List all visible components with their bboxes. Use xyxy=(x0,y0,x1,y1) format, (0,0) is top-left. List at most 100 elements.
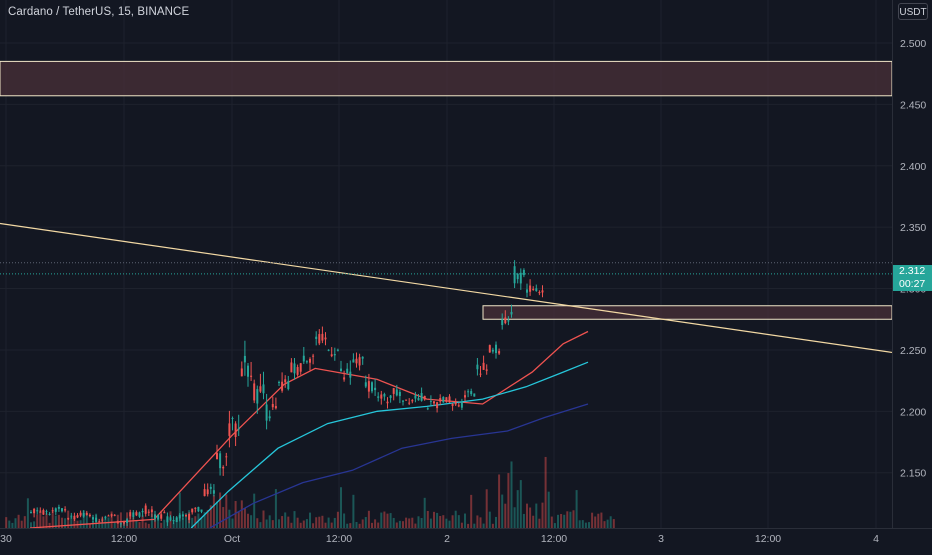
candle-body xyxy=(45,511,48,513)
volume-bar xyxy=(250,515,253,528)
candle-body xyxy=(188,514,191,520)
candle-body xyxy=(448,396,451,403)
candle-body xyxy=(296,367,299,375)
candle-body xyxy=(82,513,85,517)
volume-bar xyxy=(395,522,398,528)
volume-bar xyxy=(541,502,544,528)
volume-bar xyxy=(361,519,364,528)
volume-bar xyxy=(110,511,113,528)
candle-body xyxy=(491,349,494,352)
candle-body xyxy=(507,320,510,322)
volume-bar xyxy=(225,494,228,528)
volume-bar xyxy=(482,523,485,528)
volume-bar xyxy=(529,507,532,528)
volume-bar xyxy=(11,522,14,528)
candle-body xyxy=(510,311,513,315)
last-price-value: 2.312 xyxy=(899,265,926,277)
candle-body xyxy=(476,364,479,370)
volume-bar xyxy=(216,501,218,528)
volume-bar xyxy=(265,519,268,528)
candle-body xyxy=(135,512,138,516)
candle-body xyxy=(222,466,225,469)
volume-bar xyxy=(457,515,460,528)
volume-bar xyxy=(364,517,367,528)
volume-bar xyxy=(408,518,411,528)
volume-bar xyxy=(398,520,401,528)
volume-bar xyxy=(420,517,423,528)
volume-bar xyxy=(228,509,231,528)
volume-bar xyxy=(526,503,528,528)
volume-bar xyxy=(346,523,349,528)
last-price-badge: 2.312 00:27 xyxy=(893,265,932,291)
volume-bar xyxy=(479,517,482,528)
candle-body xyxy=(321,333,324,341)
volume-bar xyxy=(309,512,311,528)
candle-body xyxy=(467,391,470,393)
time-tick-label: 3 xyxy=(658,533,664,545)
candle-body xyxy=(352,359,355,363)
candle-body xyxy=(414,395,417,399)
volume-bar xyxy=(522,513,525,528)
volume-bar xyxy=(144,522,147,528)
candle-body xyxy=(330,354,333,357)
volume-bar xyxy=(371,522,373,528)
volume-bar xyxy=(51,511,54,528)
candle-body xyxy=(405,399,408,401)
volume-bar xyxy=(547,491,550,528)
volume-bar xyxy=(299,522,302,528)
volume-bar xyxy=(253,493,256,528)
volume-bar xyxy=(519,480,522,528)
symbol-title[interactable]: Cardano / TetherUS, 15, BINANCE xyxy=(8,6,190,18)
volume-bar xyxy=(163,519,166,528)
volume-bar xyxy=(194,516,197,528)
candle-body xyxy=(532,288,535,291)
volume-bar xyxy=(268,515,271,528)
volume-bar xyxy=(73,517,76,528)
volume-bar xyxy=(23,516,26,528)
volume-bar xyxy=(557,514,559,528)
volume-bar xyxy=(30,522,32,528)
volume-bar xyxy=(439,515,442,528)
candle-body xyxy=(98,521,101,523)
candle-body xyxy=(70,515,73,517)
candle-body xyxy=(64,509,67,511)
volume-bar xyxy=(330,522,333,528)
candle-body xyxy=(113,514,116,516)
candle-body xyxy=(367,381,370,392)
volume-bar xyxy=(203,512,206,528)
candle-body xyxy=(420,393,423,401)
volume-bar xyxy=(287,516,290,528)
volume-bar xyxy=(237,511,240,528)
candle-body xyxy=(88,514,91,517)
volume-bar xyxy=(219,492,222,528)
candle-body xyxy=(79,512,82,516)
candle-body xyxy=(498,351,501,354)
volume-bar xyxy=(141,515,144,528)
currency-button[interactable]: USDT xyxy=(898,3,928,20)
candle-body xyxy=(513,266,516,284)
volume-bar xyxy=(448,520,451,528)
volume-bar xyxy=(256,518,259,528)
volume-bar xyxy=(212,495,215,528)
candle-body xyxy=(116,522,119,524)
candle-body xyxy=(526,289,528,293)
candle-body xyxy=(154,514,156,519)
volume-bar xyxy=(160,522,163,528)
candle-body xyxy=(380,394,383,399)
volume-bar xyxy=(57,514,60,528)
trendline xyxy=(0,222,893,354)
candle-body xyxy=(123,522,125,524)
candle-body xyxy=(535,288,538,291)
candle-body xyxy=(157,514,160,520)
candle-body xyxy=(268,416,271,419)
volume-bar xyxy=(135,520,138,528)
volume-bar xyxy=(17,514,20,528)
candle-body xyxy=(274,406,277,409)
candle-body xyxy=(451,404,454,406)
volume-bar xyxy=(550,516,553,528)
volume-bar xyxy=(315,517,318,528)
candle-body xyxy=(479,373,482,375)
candle-body xyxy=(129,512,132,517)
